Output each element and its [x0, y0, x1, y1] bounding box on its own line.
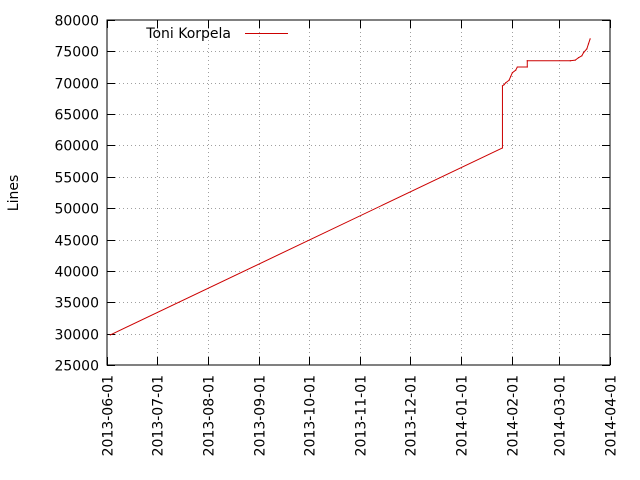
- x-tick-label: 2013-07-01: [151, 375, 167, 456]
- y-tick-label: 55000: [54, 171, 99, 187]
- series-line: [110, 38, 591, 336]
- data-point: [569, 60, 571, 62]
- y-axis-label: Lines: [6, 175, 22, 211]
- data-point: [526, 60, 528, 62]
- x-tick-label: 2013-11-01: [354, 375, 370, 456]
- data-point: [501, 85, 504, 87]
- data-point: [587, 43, 590, 45]
- x-tick-label: 2014-02-01: [506, 375, 522, 456]
- data-point: [505, 82, 507, 84]
- x-tick-label: 2013-12-01: [404, 375, 420, 456]
- data-point: [501, 147, 504, 149]
- x-tick-label: 2013-06-01: [101, 375, 117, 456]
- data-point: [511, 72, 513, 74]
- data-point: [589, 38, 591, 40]
- grid: [107, 20, 610, 365]
- data-point: [526, 66, 528, 68]
- data-point: [503, 84, 505, 86]
- x-tick-label: 2014-04-01: [604, 375, 620, 456]
- y-tick-label: 80000: [54, 14, 99, 30]
- ticks: 25000 30000 35000 40000 45000 50000 55000 60000…: [54, 14, 619, 457]
- y-tick-label: 75000: [54, 45, 99, 61]
- data-point: [515, 69, 517, 71]
- x-tick-label: 2013-10-01: [303, 375, 319, 456]
- data-point: [582, 52, 585, 54]
- data-point: [586, 48, 588, 50]
- y-tick-label: 60000: [54, 139, 99, 155]
- y-tick-label: 50000: [54, 202, 99, 218]
- x-tick-label: 2013-09-01: [253, 375, 269, 456]
- plot-frame: [106, 19, 611, 366]
- data-point: [109, 334, 111, 336]
- y-tick-label: 40000: [54, 265, 99, 281]
- data-point: [574, 59, 576, 61]
- x-tick-label: 2014-03-01: [553, 375, 569, 456]
- data-point: [510, 75, 512, 78]
- y-tick-label: 30000: [54, 328, 99, 344]
- y-tick-label: 65000: [54, 108, 99, 124]
- x-tick-label: 2014-01-01: [455, 375, 471, 456]
- series: [109, 38, 591, 336]
- data-point: [516, 66, 518, 68]
- y-tick-label: 25000: [54, 359, 99, 375]
- y-tick-label: 35000: [54, 296, 99, 312]
- legend-label: Toni Korpela: [145, 26, 231, 42]
- legend: Toni Korpela: [145, 26, 288, 42]
- data-point: [581, 55, 583, 57]
- x-tick-label: 2013-08-01: [202, 375, 218, 456]
- data-point: [577, 57, 580, 59]
- y-tick-label: 70000: [54, 77, 99, 93]
- y-tick-label: 45000: [54, 234, 99, 250]
- data-point: [508, 79, 510, 81]
